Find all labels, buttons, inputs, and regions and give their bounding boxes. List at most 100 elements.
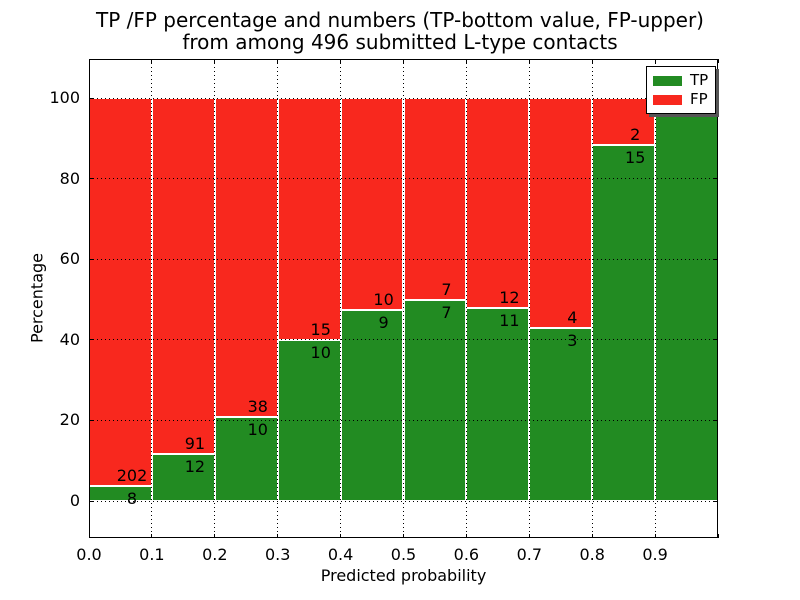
- x-tick-mark: [465, 534, 467, 538]
- x-tick-label: 0.0: [76, 545, 102, 564]
- y-tick-mark: [89, 339, 93, 341]
- fp-count-label: 2: [630, 125, 641, 145]
- bar-fp-segment: [151, 98, 215, 455]
- tp-count-label: 15: [625, 148, 646, 168]
- horizontal-gridline: [89, 500, 718, 502]
- x-tick-label: 0.7: [516, 545, 543, 564]
- tp-count-label: 11: [499, 311, 520, 331]
- bar-fp-segment: [592, 98, 656, 146]
- y-tick-mark: [89, 97, 93, 99]
- y-tick-label: 40: [59, 329, 80, 349]
- x-tick-mark: [88, 534, 90, 538]
- y-tick-mark: [89, 419, 93, 421]
- fp-count-label: 10: [373, 290, 394, 310]
- x-tick-label: 0.9: [642, 545, 668, 564]
- fp-count-label: 91: [184, 434, 206, 454]
- x-tick-label: 0.6: [453, 545, 480, 564]
- bar-tp-segment: [529, 328, 593, 501]
- legend-label: FP: [690, 90, 708, 108]
- plot-area: 20289112381015101097712114321530: [88, 59, 719, 538]
- y-tick-label: 80: [59, 168, 80, 188]
- bar-fp-segment: [214, 98, 278, 418]
- x-tick-mark: [151, 59, 153, 63]
- y-tick-mark: [714, 500, 718, 502]
- vertical-gridline: [654, 59, 656, 538]
- tp-count-label: 7: [441, 302, 452, 322]
- tp-count-label: 12: [184, 457, 206, 477]
- x-tick-mark: [717, 534, 719, 538]
- x-tick-mark: [403, 59, 404, 63]
- x-tick-mark: [277, 534, 279, 538]
- x-tick-mark: [403, 534, 404, 538]
- fp-legend-swatch: [653, 94, 682, 105]
- x-tick-mark: [591, 59, 593, 63]
- horizontal-gridline: [89, 258, 718, 260]
- tp-legend-swatch: [653, 75, 682, 86]
- bar-fp-segment: [277, 98, 341, 340]
- x-tick-mark: [717, 59, 719, 63]
- tp-count-label: 10: [247, 420, 268, 440]
- fp-count-label: 7: [441, 279, 452, 299]
- x-tick-mark: [214, 59, 216, 63]
- vertical-gridline: [277, 59, 279, 538]
- x-tick-label: 0.2: [202, 545, 228, 564]
- bar-fp-segment: [466, 98, 530, 309]
- horizontal-gridline: [89, 419, 718, 421]
- x-tick-label: 0.8: [579, 545, 605, 564]
- legend-item: TP: [653, 73, 709, 88]
- x-tick-mark: [340, 59, 342, 63]
- bar-fp-segment: [529, 98, 593, 329]
- bar-tp-segment: [592, 145, 656, 501]
- fp-count-label: 15: [310, 319, 331, 339]
- chart-title: TP /FP percentage and numbers (TP-bottom…: [0, 9, 800, 53]
- x-tick-mark: [88, 59, 90, 63]
- x-axis-label: Predicted probability: [320, 566, 487, 585]
- vertical-gridline: [151, 59, 153, 538]
- legend-label: TP: [690, 71, 709, 89]
- tp-count-label: 3: [567, 331, 578, 351]
- y-tick-mark: [714, 419, 718, 421]
- x-tick-mark: [214, 534, 216, 538]
- y-tick-label: 60: [59, 249, 80, 269]
- axes-frame: [89, 59, 718, 538]
- x-tick-label: 0.5: [390, 545, 417, 564]
- y-tick-mark: [89, 178, 93, 180]
- y-tick-mark: [89, 258, 93, 260]
- chart-title-line1: TP /FP percentage and numbers (TP-bottom…: [96, 8, 704, 32]
- x-tick-mark: [151, 534, 153, 538]
- y-tick-mark: [714, 178, 718, 180]
- chart-title-line2: from among 496 submitted L-type contacts: [182, 30, 618, 54]
- legend-item: FP: [653, 92, 709, 107]
- x-tick-mark: [654, 534, 656, 538]
- x-tick-mark: [465, 59, 467, 63]
- x-tick-mark: [528, 534, 530, 538]
- bar-tp-segment: [340, 310, 404, 501]
- fp-count-label: 4: [567, 308, 578, 328]
- tp-count-label: 10: [310, 342, 331, 362]
- x-tick-mark: [528, 59, 530, 63]
- horizontal-gridline: [89, 178, 718, 180]
- vertical-gridline: [340, 59, 342, 538]
- x-tick-label: 0.3: [264, 545, 291, 564]
- tp-count-label: 8: [126, 488, 138, 508]
- vertical-gridline: [465, 59, 467, 538]
- x-tick-mark: [277, 59, 279, 63]
- x-tick-label: 0.1: [139, 545, 165, 564]
- vertical-gridline: [528, 59, 530, 538]
- y-tick-label: 100: [49, 88, 80, 107]
- y-tick-label: 20: [59, 410, 80, 430]
- fp-count-label: 202: [116, 465, 148, 485]
- legend: TP FP: [646, 66, 716, 114]
- y-tick-label: 0: [69, 491, 80, 510]
- x-tick-label: 0.4: [327, 545, 354, 564]
- x-tick-mark: [591, 534, 593, 538]
- tp-count-label: 9: [378, 313, 389, 333]
- bar-fp-segment: [89, 98, 152, 486]
- fp-count-label: 38: [247, 397, 268, 417]
- horizontal-gridline: [89, 97, 718, 99]
- y-tick-mark: [714, 97, 718, 99]
- bar-tp-segment: [466, 308, 530, 501]
- horizontal-gridline: [89, 339, 718, 341]
- vertical-gridline: [403, 59, 404, 538]
